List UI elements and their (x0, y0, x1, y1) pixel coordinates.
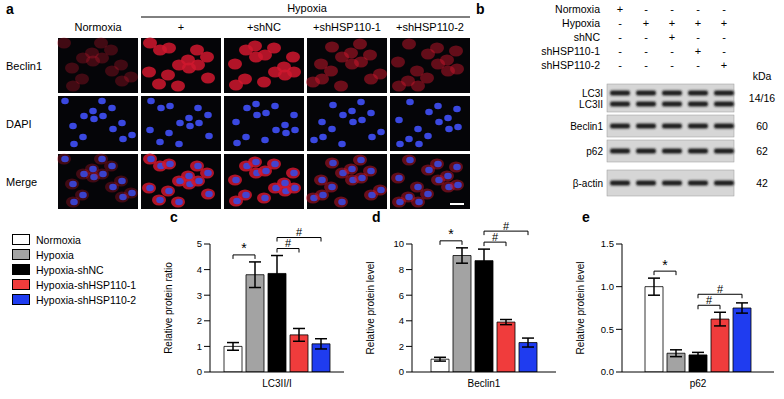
svg-text:0.5: 0.5 (601, 324, 614, 335)
svg-text:Relative protein level: Relative protein level (365, 262, 376, 355)
svg-text:p62: p62 (586, 146, 603, 157)
svg-text:+shHSP110-2: +shHSP110-2 (396, 21, 464, 33)
svg-text:*: * (448, 226, 454, 242)
html-text:Hypoxia-shHSP110-1: Hypoxia-shHSP110-1 (36, 278, 137, 291)
svg-text:LC3I: LC3I (582, 88, 603, 99)
svg-text:-: - (618, 59, 622, 71)
svg-text:-: - (618, 45, 622, 57)
svg-text:Normoxia: Normoxia (74, 21, 122, 33)
svg-text:shHSP110-2: shHSP110-2 (541, 59, 600, 71)
svg-text:4: 4 (399, 315, 404, 326)
svg-text:-: - (696, 31, 700, 43)
svg-text:-: - (618, 31, 622, 43)
svg-text:Hypoxia: Hypoxia (562, 17, 600, 29)
svg-text:#: # (503, 220, 510, 232)
svg-text:14/16: 14/16 (749, 92, 775, 104)
svg-text:#: # (296, 226, 303, 238)
svg-text:10: 10 (393, 238, 404, 249)
svg-text:#: # (717, 283, 724, 295)
svg-text:Beclin1: Beclin1 (468, 378, 501, 389)
svg-text:62: 62 (756, 145, 768, 157)
svg-text:+shHSP110-1: +shHSP110-1 (313, 21, 381, 33)
svg-text:d: d (372, 209, 381, 225)
svg-text:c: c (170, 209, 178, 225)
html-text:Hypoxia: Hypoxia (36, 248, 74, 261)
svg-text:-: - (644, 31, 648, 43)
svg-text:e: e (582, 209, 590, 225)
svg-text:Beclin1: Beclin1 (6, 60, 42, 72)
svg-text:-: - (670, 45, 674, 57)
html-text:Normoxia: Normoxia (36, 233, 81, 246)
svg-text:0: 0 (197, 366, 202, 377)
svg-text:0.0: 0.0 (601, 366, 614, 377)
svg-text:+: + (669, 31, 675, 43)
svg-text:Normoxia: Normoxia (555, 3, 600, 15)
svg-text:-: - (696, 59, 700, 71)
svg-text:-: - (722, 3, 726, 15)
svg-text:1.5: 1.5 (601, 238, 614, 249)
svg-text:#: # (706, 294, 713, 306)
svg-text:-: - (722, 31, 726, 43)
svg-text:+: + (643, 17, 649, 29)
svg-text:Hypoxia: Hypoxia (287, 2, 328, 14)
svg-text:β-actin: β-actin (573, 178, 603, 189)
svg-text:-: - (696, 3, 700, 15)
svg-text:DAPI: DAPI (6, 118, 32, 130)
svg-text:+: + (669, 17, 675, 29)
svg-text:shNC: shNC (574, 31, 601, 43)
svg-text:a: a (6, 1, 14, 17)
svg-text:-: - (670, 3, 674, 15)
svg-text:42: 42 (756, 177, 768, 189)
svg-text:p62: p62 (690, 378, 707, 389)
svg-text:#: # (285, 237, 292, 249)
svg-text:4: 4 (197, 264, 202, 275)
svg-text:60: 60 (756, 120, 768, 132)
svg-text:+: + (695, 45, 701, 57)
svg-text:+: + (695, 17, 701, 29)
svg-text:+: + (178, 21, 184, 33)
svg-text:+: + (721, 17, 727, 29)
svg-text:-: - (670, 59, 674, 71)
svg-text:+shNC: +shNC (247, 21, 281, 33)
svg-text:6: 6 (399, 290, 404, 301)
svg-text:-: - (644, 45, 648, 57)
svg-text:-: - (722, 45, 726, 57)
svg-text:*: * (241, 240, 247, 256)
svg-text:#: # (492, 231, 499, 243)
svg-text:Relative protein level: Relative protein level (575, 262, 586, 355)
svg-text:1.0: 1.0 (601, 281, 614, 292)
svg-text:-: - (644, 3, 648, 15)
svg-text:2: 2 (399, 341, 404, 352)
svg-text:5: 5 (197, 238, 202, 249)
svg-text:+: + (721, 59, 727, 71)
svg-text:1: 1 (197, 341, 202, 352)
svg-text:Beclin1: Beclin1 (570, 121, 603, 132)
html-text:Hypoxia-shNC: Hypoxia-shNC (36, 263, 104, 276)
svg-text:3: 3 (197, 290, 202, 301)
svg-text:+: + (617, 3, 623, 15)
svg-text:b: b (476, 1, 485, 17)
svg-text:8: 8 (399, 264, 404, 275)
svg-text:Merge: Merge (6, 176, 37, 188)
svg-text:0: 0 (399, 366, 404, 377)
svg-text:Relative protein ratio: Relative protein ratio (163, 262, 174, 354)
svg-text:kDa: kDa (753, 70, 772, 82)
svg-text:-: - (644, 59, 648, 71)
svg-text:2: 2 (197, 315, 202, 326)
html-text:Hypoxia-shHSP110-2: Hypoxia-shHSP110-2 (36, 293, 137, 306)
svg-text:-: - (618, 17, 622, 29)
svg-text:LC3II: LC3II (579, 99, 603, 110)
svg-text:*: * (662, 257, 668, 273)
svg-text:LC3II/I: LC3II/I (262, 378, 291, 389)
svg-text:shHSP110-1: shHSP110-1 (541, 45, 600, 57)
